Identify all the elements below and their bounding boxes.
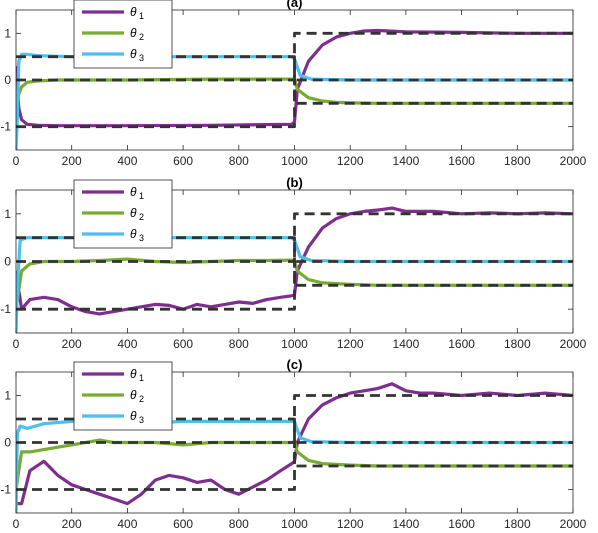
- x-tick-label: 1200: [337, 337, 364, 351]
- x-tick-label: 1600: [448, 154, 475, 168]
- series-line-1: [16, 382, 573, 506]
- x-tick-label: 2000: [560, 154, 587, 168]
- x-tick-label: 0: [13, 337, 20, 351]
- x-tick-label: 600: [173, 154, 193, 168]
- legend: θ 1θ 2θ 3: [73, 361, 173, 431]
- x-tick-label: 800: [229, 517, 249, 531]
- x-tick-label: 1200: [337, 154, 364, 168]
- x-tick-label: 400: [117, 337, 137, 351]
- chart-title: (a): [287, 0, 303, 10]
- series-line-3: [16, 417, 573, 513]
- x-tick-label: 1600: [448, 337, 475, 351]
- series-group: [16, 28, 573, 150]
- legend-symbol: θ: [130, 26, 137, 40]
- legend-label: θ 1: [130, 5, 144, 21]
- legend-symbol: θ: [130, 409, 137, 423]
- legend-subscript: 3: [137, 233, 145, 243]
- y-tick-label: 1: [4, 26, 11, 40]
- y-tick-label: 1: [4, 207, 11, 221]
- x-tick-label: 1000: [281, 517, 308, 531]
- x-tick-label: 0: [13, 517, 20, 531]
- legend: θ 1θ 2θ 3: [73, 179, 173, 249]
- legend-subscript: 1: [137, 11, 145, 21]
- y-tick-label: -1: [0, 483, 11, 497]
- y-tick-label: 0: [4, 73, 11, 87]
- x-tick-label: 1800: [504, 154, 531, 168]
- x-tick-label: 200: [62, 517, 82, 531]
- legend-symbol: θ: [130, 47, 137, 61]
- x-tick-label: 800: [229, 154, 249, 168]
- legend-label: θ 3: [130, 409, 144, 425]
- series-group: [16, 206, 573, 333]
- series-line-1: [16, 206, 573, 316]
- x-tick-label: 200: [62, 154, 82, 168]
- x-tick-label: 1600: [448, 517, 475, 531]
- x-tick-label: 1000: [281, 154, 308, 168]
- reference-line: [16, 260, 573, 287]
- x-tick-label: 1200: [337, 517, 364, 531]
- x-tick-label: 600: [173, 337, 193, 351]
- legend-symbol: θ: [130, 227, 137, 241]
- reference-line: [16, 394, 573, 491]
- legend-symbol: θ: [130, 206, 137, 220]
- legend-subscript: 2: [137, 212, 145, 222]
- y-tick-label: -1: [0, 120, 11, 134]
- legend-label: θ 2: [130, 388, 144, 404]
- x-tick-label: 200: [62, 337, 82, 351]
- x-tick-label: 400: [117, 154, 137, 168]
- panel-3: 0 200 400 600 800 1000 1200 1400 1600 1800 2000 -1 0…: [0, 357, 586, 531]
- series-group: [16, 382, 573, 513]
- legend-subscript: 2: [137, 394, 145, 404]
- x-tick-label: 1000: [281, 337, 308, 351]
- reference-line: [16, 31, 573, 129]
- legend-subscript: 3: [137, 53, 145, 63]
- x-tick-label: 2000: [560, 517, 587, 531]
- x-tick-label: 1400: [393, 154, 420, 168]
- legend-label: θ 1: [130, 367, 144, 383]
- legend-subscript: 2: [137, 32, 145, 42]
- panel-1: 0 200 400 600 800 1000 1200 1400 1600 1800 2000 -1 0…: [0, 0, 587, 168]
- x-tick-label: 600: [173, 517, 193, 531]
- legend-symbol: θ: [130, 388, 137, 402]
- x-tick-label: 1400: [393, 337, 420, 351]
- x-tick-label: 0: [13, 154, 20, 168]
- legend-label: θ 1: [130, 185, 144, 201]
- legend-subscript: 3: [137, 415, 145, 425]
- chart-title: (c): [287, 357, 303, 372]
- legend-symbol: θ: [130, 367, 137, 381]
- legend: θ 1θ 2θ 3: [73, 0, 173, 69]
- y-tick-label: 0: [4, 255, 11, 269]
- x-tick-label: 400: [117, 517, 137, 531]
- x-tick-label: 1800: [504, 337, 531, 351]
- y-tick-label: -1: [0, 302, 11, 316]
- legend-label: θ 2: [130, 206, 144, 222]
- legend-subscript: 1: [137, 191, 145, 201]
- panel-2: 0 200 400 600 800 1000 1200 1400 1600 1800 2000 -1 0…: [0, 175, 586, 351]
- x-tick-label: 1400: [393, 517, 420, 531]
- legend-symbol: θ: [130, 185, 137, 199]
- legend-label: θ 2: [130, 26, 144, 42]
- x-tick-label: 800: [229, 337, 249, 351]
- x-tick-label: 2000: [560, 337, 587, 351]
- y-tick-label: 1: [4, 389, 11, 403]
- chart-title: (b): [286, 175, 303, 190]
- legend-label: θ 3: [130, 227, 144, 243]
- y-tick-label: 0: [4, 436, 11, 450]
- legend-subscript: 1: [137, 373, 145, 383]
- x-tick-label: 1800: [504, 517, 531, 531]
- legend-symbol: θ: [130, 5, 137, 19]
- reference-line: [16, 212, 573, 311]
- legend-label: θ 3: [130, 47, 144, 63]
